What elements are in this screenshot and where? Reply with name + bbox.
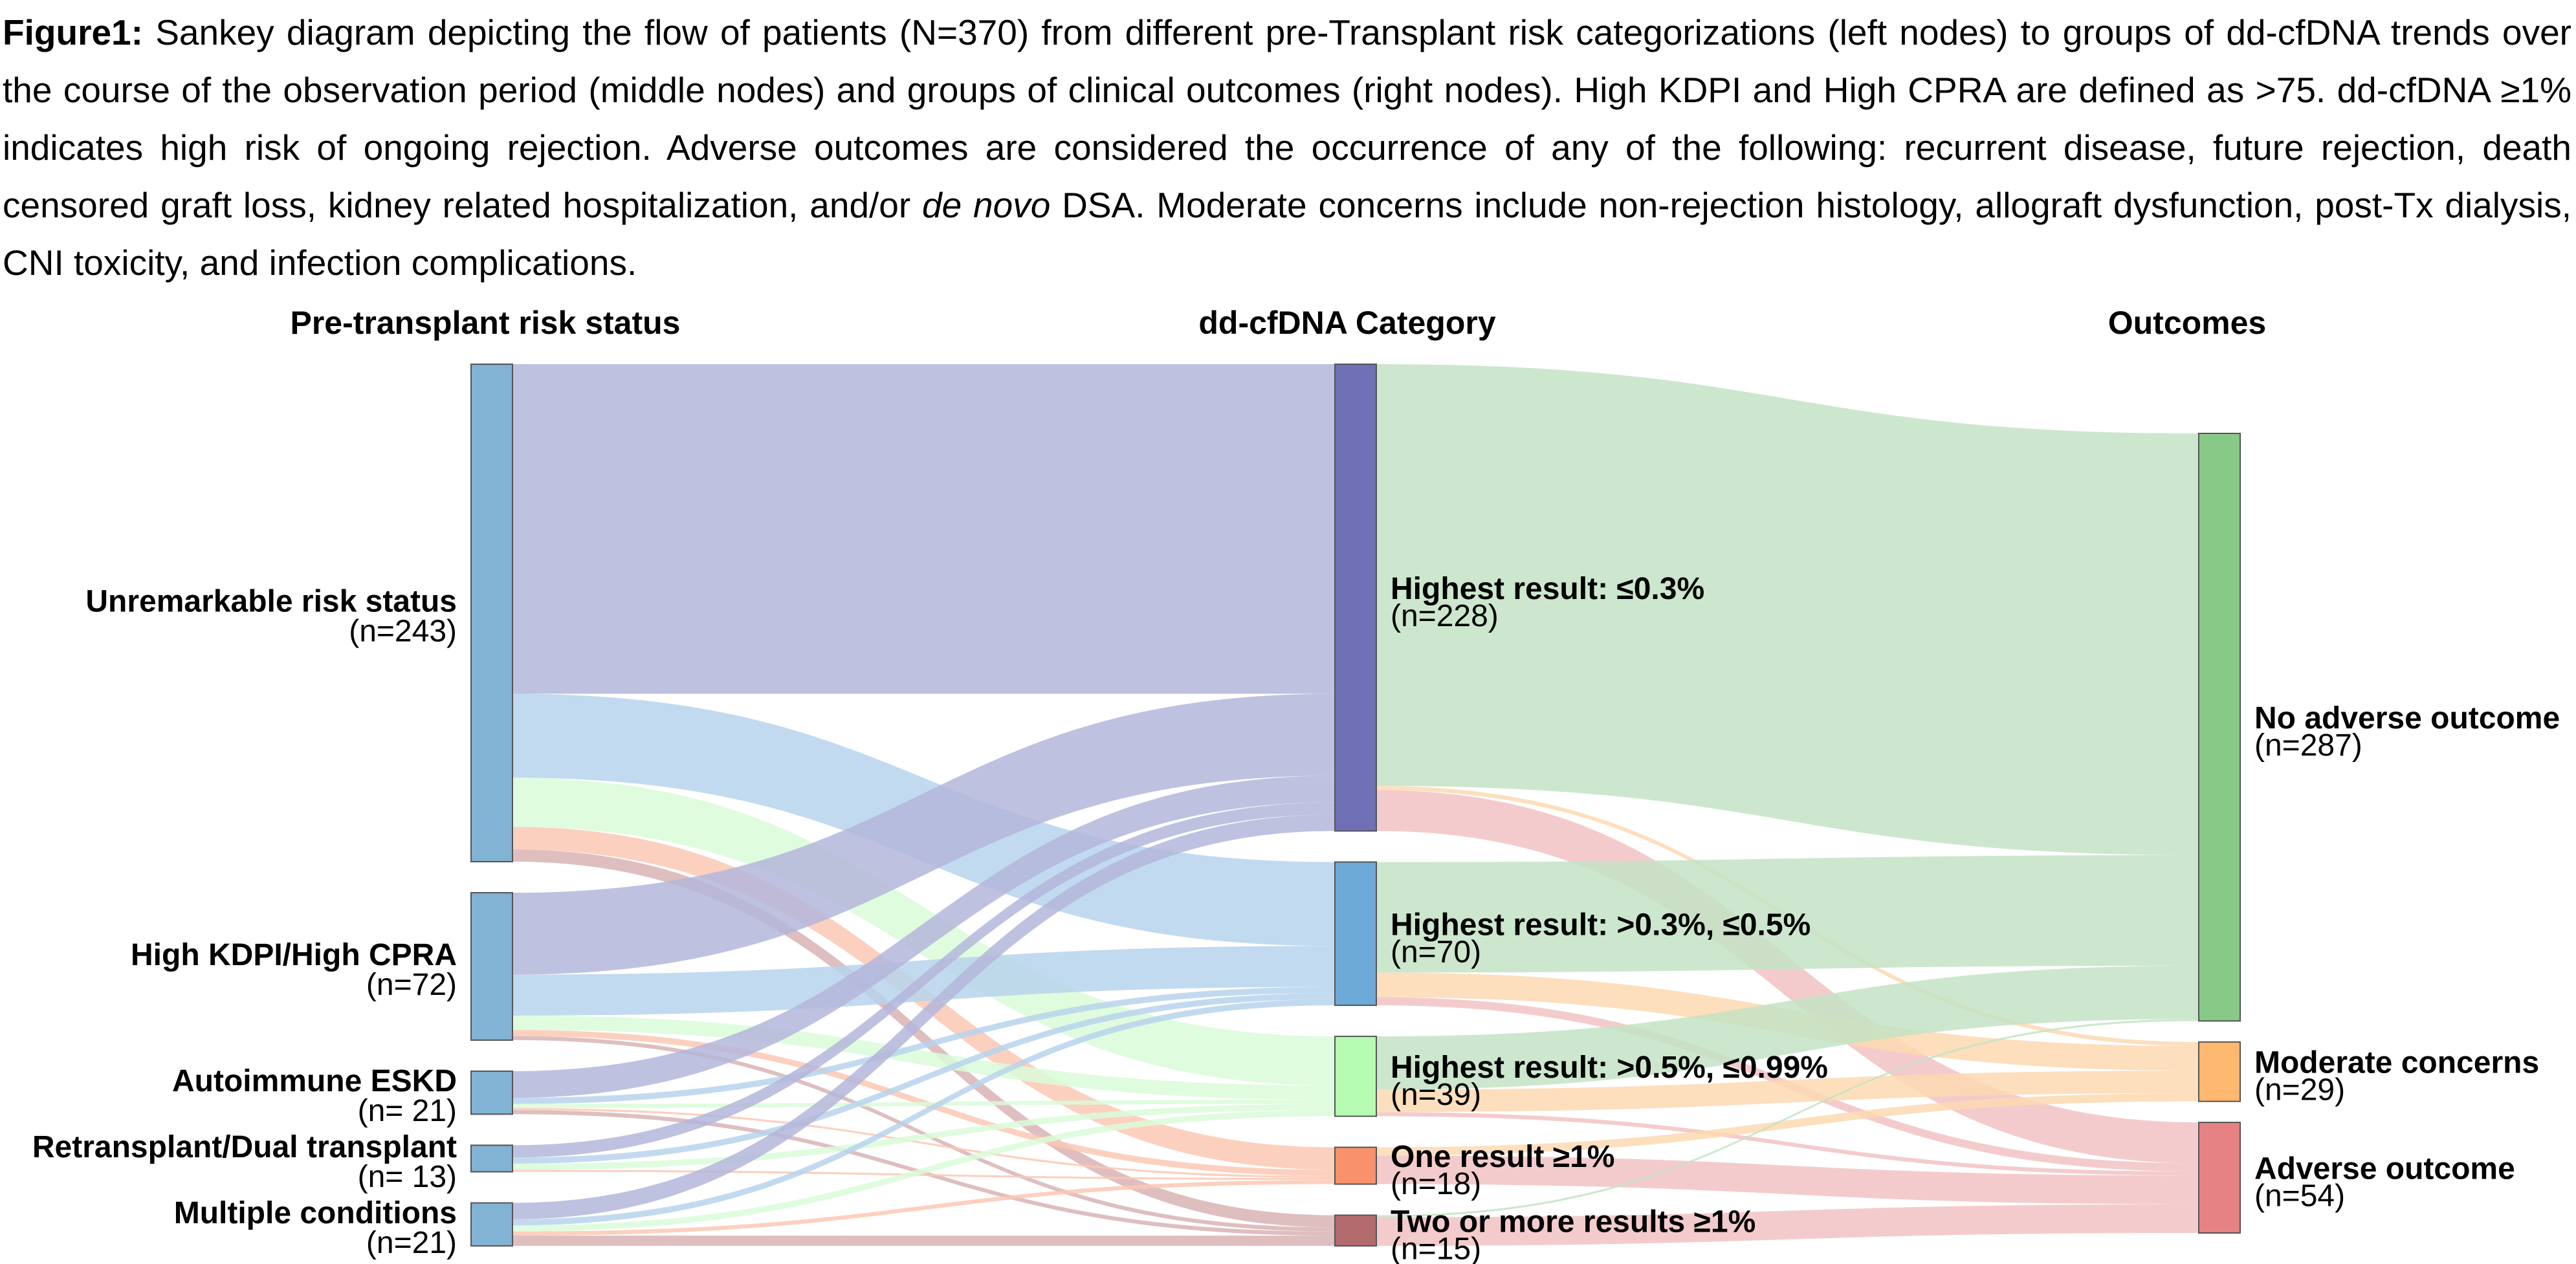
link-dd_le03-to-out_none [1376,364,2199,855]
node-out_moderate [2198,1041,2241,1102]
figure-label: Figure1: [3,12,143,52]
link-dd_one-to-out_moderate [1376,1093,2199,1156]
caption-text-italic: de novo [922,185,1051,225]
node-label-dd_le03: Highest result: ≤0.3% [1391,572,1704,606]
node-label-dd_05_099: Highest result: >0.5%, ≤0.99% [1391,1051,1828,1085]
node-label-out_none: No adverse outcome [2254,701,2560,736]
figure-caption: Figure1: Sankey diagram depicting the fl… [3,4,2571,292]
node-dd_05_099 [1334,1036,1377,1117]
node-count-pre_autoimmune: (n= 21) [358,1094,457,1128]
node-label-pre_unremarkable: Unremarkable risk status [85,585,457,619]
node-label-out_adverse: Adverse outcome [2254,1152,2515,1186]
node-pre_autoimmune [470,1070,513,1115]
column-title-0: Pre-transplant risk status [291,305,681,341]
link-dd_two-to-out_none [1376,1019,2199,1217]
node-count-pre_multiple: (n=21) [366,1226,457,1260]
sankey-links [512,364,2199,1246]
link-dd_03_05-to-out_none [1376,855,2199,973]
node-count-pre_retx: (n= 13) [358,1160,457,1194]
node-count-out_adverse: (n=54) [2254,1179,2345,1214]
sankey-nodes [470,364,2241,1247]
node-dd_one [1334,1146,1377,1185]
node-label-pre_retx: Retransplant/Dual transplant [32,1130,457,1164]
node-pre_unremarkable [470,364,513,863]
node-pre_kdpi [470,892,513,1041]
node-label-pre_multiple: Multiple conditions [174,1196,457,1230]
node-label-dd_two: Two or more results ≥1% [1391,1204,1756,1239]
node-count-out_moderate: (n=29) [2254,1073,2345,1107]
link-pre_autoimmune-to-dd_03_05 [512,986,1335,1104]
caption-text-1: Sankey diagram depicting the flow of pat… [3,12,2571,225]
sankey-labels: Unremarkable risk status(n=243) High KDPI… [32,572,2560,1264]
column-titles: Pre-transplant risk status dd-cfDNA Categ… [291,305,2267,341]
node-dd_le03 [1334,364,1377,832]
link-dd_05_099-to-out_none [1376,965,2199,1090]
caption-text-2: DSA. Moderate concerns include non-rejec… [3,185,2571,283]
link-pre_autoimmune-to-dd_le03 [512,776,1335,1098]
link-dd_05_099-to-out_moderate [1376,1071,2199,1113]
link-pre_retx-to-dd_le03 [512,802,1335,1158]
node-count-dd_05_099: (n=39) [1391,1078,1481,1112]
node-out_adverse [2198,1122,2241,1234]
node-label-out_moderate: Moderate concerns [2254,1046,2539,1080]
node-label-dd_03_05: Highest result: >0.3%, ≤0.5% [1391,908,1811,942]
column-title-2: Outcomes [2108,305,2267,341]
link-dd_one-to-out_adverse [1376,1155,2199,1204]
column-title-1: dd-cfDNA Category [1198,305,1495,341]
link-pre_kdpi-to-dd_05_099 [512,1015,1335,1100]
node-count-pre_unremarkable: (n=243) [349,615,457,649]
link-pre_autoimmune-to-dd_one [512,1107,1335,1179]
node-count-out_none: (n=287) [2254,728,2362,763]
link-pre_kdpi-to-dd_le03 [512,693,1335,975]
link-pre_multiple-to-dd_one [512,1180,1335,1236]
node-count-dd_two: (n=15) [1391,1232,1481,1264]
link-pre_multiple-to-dd_two [512,1236,1335,1246]
link-dd_05_099-to-out_adverse [1376,1112,2199,1176]
link-dd_le03-to-out_adverse [1376,790,2199,1164]
node-count-pre_kdpi: (n=72) [366,968,457,1002]
link-pre_unremarkable-to-dd_le03 [512,364,1335,694]
node-label-pre_autoimmune: Autoimmune ESKD [172,1064,457,1098]
node-label-pre_kdpi: High KDPI/High CPRA [131,938,457,972]
link-pre_retx-to-dd_03_05 [512,993,1335,1164]
link-pre_retx-to-dd_05_099 [512,1104,1335,1170]
node-pre_retx [470,1144,513,1173]
node-dd_03_05 [1334,861,1377,1007]
node-label-dd_one: One result ≥1% [1391,1140,1614,1174]
node-pre_multiple [470,1202,513,1247]
link-pre_multiple-to-dd_03_05 [512,999,1335,1226]
node-out_none [2198,433,2241,1022]
node-count-dd_03_05: (n=70) [1391,935,1481,969]
node-count-dd_one: (n=18) [1391,1167,1481,1201]
node-count-dd_le03: (n=228) [1391,599,1499,633]
link-dd_two-to-out_adverse [1376,1204,2199,1246]
link-pre_unremarkable-to-dd_two [512,849,1335,1228]
link-pre_multiple-to-dd_le03 [512,814,1335,1219]
link-pre_autoimmune-to-dd_05_099 [512,1100,1335,1108]
link-pre_multiple-to-dd_05_099 [512,1110,1335,1232]
node-dd_two [1334,1214,1377,1247]
